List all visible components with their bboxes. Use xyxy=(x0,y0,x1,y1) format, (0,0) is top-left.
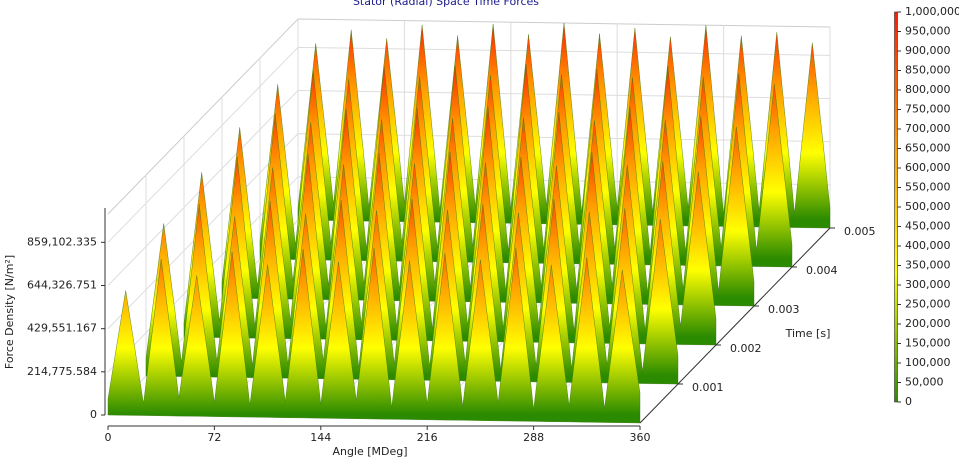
z-axis-label: Force Density [N/m²] xyxy=(3,255,16,369)
colorbar-tick-label: 300,000 xyxy=(905,278,951,291)
colorbar-tick-label: 1,000,000 xyxy=(905,5,959,18)
colorbar-tick-label: 350,000 xyxy=(905,259,951,272)
colorbar-tick-label: 800,000 xyxy=(905,83,951,96)
colorbar-tick-label: 950,000 xyxy=(905,25,951,38)
colorbar-tick-label: 700,000 xyxy=(905,122,951,135)
colorbar-tick-label: 0 xyxy=(905,395,912,408)
colorbar-tick-label: 450,000 xyxy=(905,220,951,233)
colorbar-tick-label: 850,000 xyxy=(905,64,951,77)
colorbar-tick-label: 600,000 xyxy=(905,161,951,174)
colorbar-tick-label: 750,000 xyxy=(905,103,951,116)
z-tick-label: 214,775.584 xyxy=(27,365,97,378)
x-tick-label: 72 xyxy=(207,431,221,444)
y-tick-label: 0.003 xyxy=(768,303,800,316)
y-axis-label: Time [s] xyxy=(785,327,831,340)
colorbar-tick-label: 50,000 xyxy=(905,376,944,389)
x-tick-label: 144 xyxy=(310,431,331,444)
x-axis-label: Angle [MDeg] xyxy=(332,445,407,458)
colorbar-tick-label: 500,000 xyxy=(905,200,951,213)
z-tick-label: 644,326.751 xyxy=(27,278,97,291)
colorbar-tick-label: 100,000 xyxy=(905,356,951,369)
z-tick-label: 0 xyxy=(90,408,97,421)
z-tick-label: 429,551.167 xyxy=(27,322,97,335)
y-tick-label: 0.001 xyxy=(692,381,724,394)
colorbar-tick-label: 550,000 xyxy=(905,181,951,194)
colorbar-tick-label: 650,000 xyxy=(905,142,951,155)
y-tick-label: 0.002 xyxy=(730,342,762,355)
z-tick-label: 859,102.335 xyxy=(27,235,97,248)
x-tick-label: 360 xyxy=(630,431,651,444)
x-tick-label: 288 xyxy=(523,431,544,444)
colorbar-tick-label: 200,000 xyxy=(905,317,951,330)
colorbar-tick-label: 400,000 xyxy=(905,239,951,252)
colorbar-tick-label: 900,000 xyxy=(905,44,951,57)
colorbar-tick-label: 250,000 xyxy=(905,298,951,311)
colorbar-tick-label: 150,000 xyxy=(905,337,951,350)
axis-line xyxy=(639,227,831,424)
y-tick-label: 0.005 xyxy=(844,225,876,238)
chart-title: Stator (Radial) Space Time Forces xyxy=(353,0,539,8)
colorbar xyxy=(894,11,898,403)
y-tick-label: 0.004 xyxy=(806,264,838,277)
x-tick-label: 0 xyxy=(105,431,112,444)
x-tick-label: 216 xyxy=(417,431,438,444)
